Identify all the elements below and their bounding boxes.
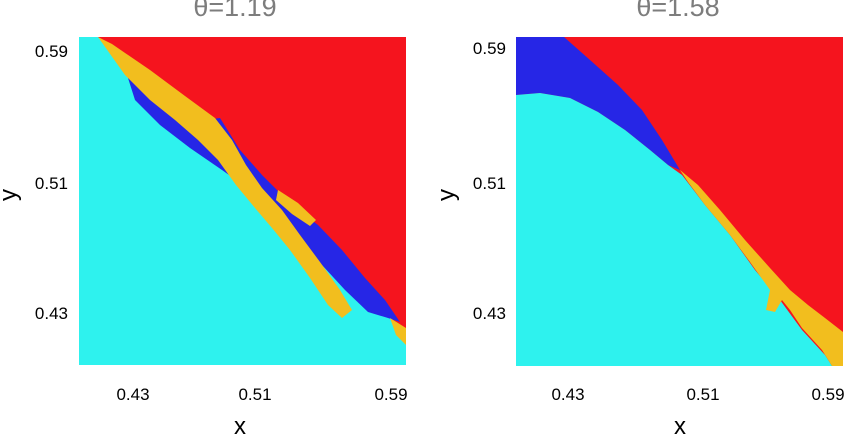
left-xtick-label: 0.59 bbox=[374, 385, 407, 404]
right-x-ticks: 0.43 0.51 0.59 bbox=[551, 385, 844, 404]
right-xtick-label: 0.59 bbox=[811, 385, 844, 404]
left-y-ticks: 0.59 0.51 0.43 bbox=[35, 42, 68, 323]
left-region-gold-corner bbox=[390, 318, 406, 345]
right-panel: θ=1.58 0.59 0.51 0.43 0.43 0.51 0.59 x y bbox=[430, 0, 852, 436]
left-ytick-label: 0.51 bbox=[35, 174, 68, 193]
right-plot: 0.59 0.51 0.43 0.43 0.51 0.59 x y bbox=[433, 37, 845, 436]
left-plot: 0.59 0.51 0.43 0.43 0.51 0.59 x y bbox=[0, 37, 408, 436]
left-x-axis-label: x bbox=[234, 413, 246, 436]
left-xtick-label: 0.51 bbox=[238, 385, 271, 404]
right-region-gold bbox=[680, 170, 843, 366]
right-region-cyan bbox=[516, 93, 832, 366]
right-ytick-label: 0.51 bbox=[473, 174, 506, 193]
right-y-axis-label: y bbox=[433, 189, 460, 201]
left-panel: θ=1.19 0.59 0.51 0.43 0.43 0.51 0.59 x y bbox=[0, 0, 408, 436]
left-region-gold-band-2 bbox=[276, 190, 316, 226]
left-xtick-label: 0.43 bbox=[116, 385, 149, 404]
right-ytick-label: 0.59 bbox=[473, 39, 506, 58]
left-ytick-label: 0.59 bbox=[35, 42, 68, 61]
right-region-blue bbox=[516, 37, 680, 170]
left-y-axis-label: y bbox=[0, 189, 22, 201]
right-plot-title: θ=1.58 bbox=[636, 0, 720, 22]
right-y-ticks: 0.59 0.51 0.43 bbox=[473, 39, 506, 323]
right-ytick-label: 0.43 bbox=[473, 304, 506, 323]
left-plot-title: θ=1.19 bbox=[193, 0, 277, 22]
left-plot-area bbox=[79, 37, 406, 365]
left-region-gold-band-1 bbox=[98, 37, 352, 318]
right-xtick-label: 0.43 bbox=[551, 385, 584, 404]
left-x-ticks: 0.43 0.51 0.59 bbox=[116, 385, 407, 404]
left-ytick-label: 0.43 bbox=[35, 304, 68, 323]
right-x-axis-label: x bbox=[674, 413, 686, 436]
right-plot-area bbox=[516, 37, 843, 366]
right-xtick-label: 0.51 bbox=[686, 385, 719, 404]
